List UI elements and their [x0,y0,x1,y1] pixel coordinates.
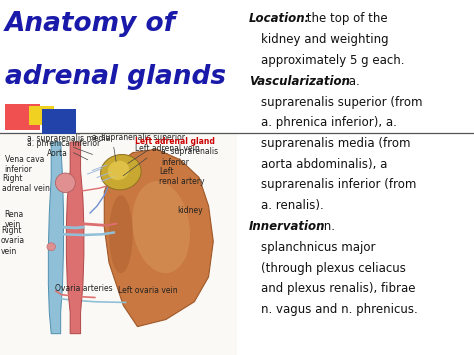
Ellipse shape [100,154,141,190]
Text: kidney and weighting: kidney and weighting [261,33,388,46]
FancyBboxPatch shape [5,104,40,130]
Text: Left adrenal gland: Left adrenal gland [135,137,215,146]
Ellipse shape [47,243,55,251]
Text: Aorta: Aorta [47,149,68,158]
Ellipse shape [55,173,75,192]
Text: : n.: : n. [316,220,335,233]
Text: Vena cava
inferior: Vena cava inferior [5,154,44,174]
Text: Right
ovaria
vein: Right ovaria vein [1,226,25,256]
Text: the top of the: the top of the [303,12,388,26]
Text: Vascularization: Vascularization [249,75,350,88]
Text: Ovaria arteries: Ovaria arteries [55,284,112,293]
Text: Innervation: Innervation [249,220,325,233]
Text: adrenal glands: adrenal glands [5,64,226,90]
Polygon shape [66,142,84,334]
Ellipse shape [108,161,129,180]
Text: approximately 5 g each.: approximately 5 g each. [261,54,404,67]
Text: kidney: kidney [178,206,203,215]
Text: suprarenalis media (from: suprarenalis media (from [261,137,410,150]
Text: : a.: : a. [341,75,360,88]
Text: suprarenalis inferior (from: suprarenalis inferior (from [261,178,416,191]
Text: Left
renal artery: Left renal artery [159,167,204,186]
FancyBboxPatch shape [0,133,237,355]
Text: (through plexus celiacus: (through plexus celiacus [261,262,406,274]
Text: Anatomy of: Anatomy of [5,11,176,37]
Polygon shape [104,149,213,327]
Text: a. renalis).: a. renalis). [261,199,323,212]
Ellipse shape [132,181,190,273]
Ellipse shape [109,195,133,273]
Text: n. vagus and n. phrenicus.: n. vagus and n. phrenicus. [261,303,418,316]
Text: aorta abdominalis), a: aorta abdominalis), a [261,158,387,171]
FancyBboxPatch shape [29,106,54,125]
Text: a. suprarenalis
inferior: a. suprarenalis inferior [161,147,219,167]
Text: a. suprarenalis media: a. suprarenalis media [27,134,110,143]
FancyBboxPatch shape [42,109,76,134]
Text: and plexus renalis), fibrae: and plexus renalis), fibrae [261,282,415,295]
Text: Location:: Location: [249,12,310,26]
Text: Rena
vein: Rena vein [5,209,24,229]
Polygon shape [48,142,64,334]
Text: a. phrenica inferior: a. phrenica inferior [27,140,100,148]
Text: Left adrenal vein: Left adrenal vein [135,144,200,153]
Text: suprarenalis superior (from: suprarenalis superior (from [261,96,422,109]
Text: a. supranenalis superior: a. supranenalis superior [92,133,185,142]
Text: Right
adrenal vein: Right adrenal vein [2,174,50,193]
Text: splanchnicus major: splanchnicus major [261,241,375,254]
Text: Left ovaria vein: Left ovaria vein [118,286,177,295]
Text: a. phrenica inferior), a.: a. phrenica inferior), a. [261,116,397,130]
